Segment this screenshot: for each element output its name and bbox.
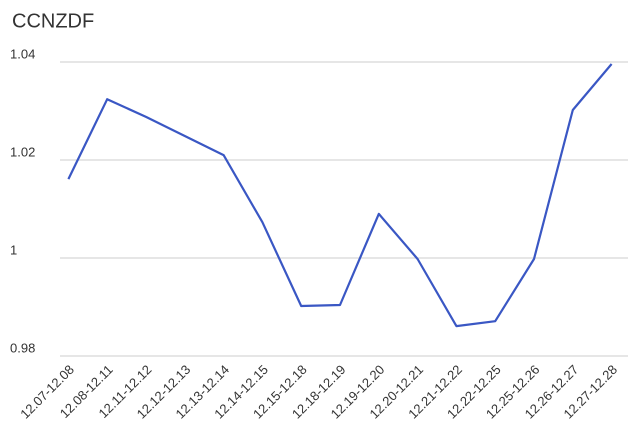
y-tick-label: 1 xyxy=(10,242,17,257)
y-tick-label: 0.98 xyxy=(10,340,35,355)
chart-title: CCNZDF xyxy=(12,10,94,32)
y-tick-label: 1.04 xyxy=(10,46,35,61)
data-line xyxy=(67,63,613,328)
y-tick-label: 1.02 xyxy=(10,144,35,159)
